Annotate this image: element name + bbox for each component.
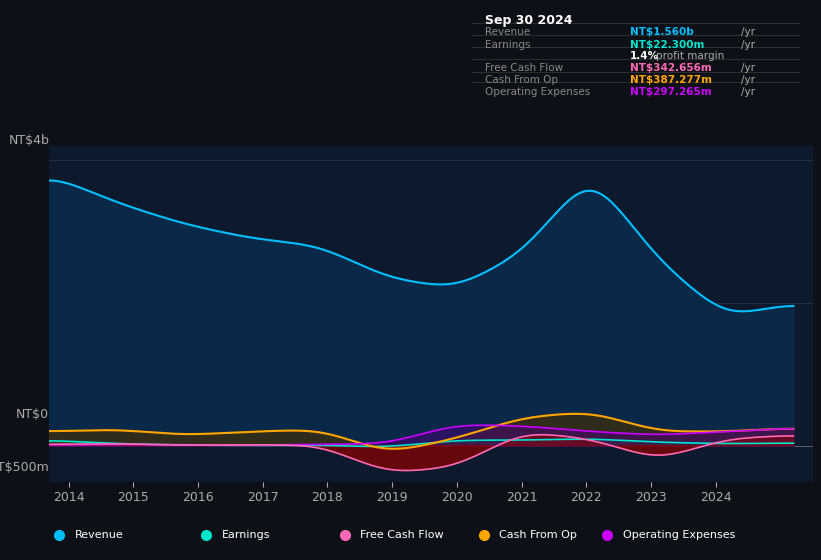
Text: NT$0: NT$0 bbox=[16, 408, 49, 421]
Text: /yr: /yr bbox=[741, 87, 755, 97]
Text: NT$22.300m: NT$22.300m bbox=[630, 40, 704, 50]
Text: -NT$500m: -NT$500m bbox=[0, 461, 49, 474]
Text: Earnings: Earnings bbox=[485, 40, 530, 50]
Text: Sep 30 2024: Sep 30 2024 bbox=[485, 14, 573, 27]
Text: /yr: /yr bbox=[741, 40, 755, 50]
Text: /yr: /yr bbox=[741, 27, 755, 38]
Text: Revenue: Revenue bbox=[485, 27, 530, 38]
Text: NT$342.656m: NT$342.656m bbox=[630, 63, 712, 73]
Text: 1.4%: 1.4% bbox=[630, 51, 658, 60]
Text: Cash From Op: Cash From Op bbox=[499, 530, 577, 540]
Text: Revenue: Revenue bbox=[75, 530, 123, 540]
Text: NT$4b: NT$4b bbox=[8, 133, 49, 147]
Text: Earnings: Earnings bbox=[222, 530, 270, 540]
Text: profit margin: profit margin bbox=[656, 51, 724, 60]
Text: Free Cash Flow: Free Cash Flow bbox=[360, 530, 444, 540]
Text: NT$297.265m: NT$297.265m bbox=[630, 87, 711, 97]
Text: /yr: /yr bbox=[741, 63, 755, 73]
Text: Cash From Op: Cash From Op bbox=[485, 75, 558, 85]
Text: Operating Expenses: Operating Expenses bbox=[623, 530, 735, 540]
Text: Operating Expenses: Operating Expenses bbox=[485, 87, 590, 97]
Text: NT$387.277m: NT$387.277m bbox=[630, 75, 712, 85]
Text: NT$1.560b: NT$1.560b bbox=[630, 27, 694, 38]
Text: Free Cash Flow: Free Cash Flow bbox=[485, 63, 563, 73]
Text: /yr: /yr bbox=[741, 75, 755, 85]
